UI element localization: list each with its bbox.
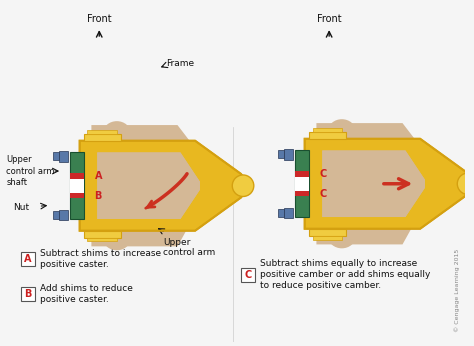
Text: A: A: [94, 171, 102, 181]
Text: Subtract shims to increase
positive caster.: Subtract shims to increase positive cast…: [39, 249, 161, 269]
Polygon shape: [322, 151, 425, 217]
Bar: [284, 208, 293, 218]
Text: Nut: Nut: [13, 203, 29, 212]
FancyBboxPatch shape: [21, 288, 35, 301]
Text: Add shims to reduce
positive caster.: Add shims to reduce positive caster.: [39, 284, 132, 304]
Polygon shape: [305, 139, 474, 229]
Bar: [83, 231, 121, 238]
Bar: [83, 134, 121, 141]
Text: Upper
control arm
shaft: Upper control arm shaft: [6, 155, 55, 186]
Bar: [70, 179, 83, 193]
FancyBboxPatch shape: [21, 252, 35, 266]
Bar: [295, 151, 309, 217]
Text: B: B: [94, 191, 102, 200]
Bar: [70, 173, 83, 179]
Bar: [88, 130, 117, 134]
Bar: [295, 191, 309, 197]
Circle shape: [232, 175, 254, 197]
Text: C: C: [319, 189, 327, 199]
Bar: [295, 171, 309, 177]
Text: Front: Front: [317, 13, 341, 24]
Bar: [278, 151, 284, 158]
FancyBboxPatch shape: [241, 268, 255, 282]
Text: © Cengage Learning 2015: © Cengage Learning 2015: [455, 249, 460, 333]
Text: C: C: [319, 169, 327, 179]
Polygon shape: [97, 153, 200, 219]
Bar: [312, 236, 342, 239]
Bar: [59, 210, 68, 220]
Bar: [295, 177, 309, 191]
Bar: [309, 132, 346, 139]
Polygon shape: [97, 153, 200, 219]
Polygon shape: [80, 141, 249, 231]
Bar: [53, 211, 59, 219]
Text: Subtract shims equally to increase
positive camber or add shims equally
to reduc: Subtract shims equally to increase posit…: [260, 259, 430, 290]
Text: Frame: Frame: [166, 59, 194, 68]
Bar: [312, 128, 342, 132]
Text: B: B: [24, 289, 31, 299]
Ellipse shape: [328, 225, 356, 248]
Ellipse shape: [103, 227, 130, 250]
Text: A: A: [24, 254, 32, 264]
Bar: [53, 153, 59, 160]
Bar: [70, 153, 83, 219]
Ellipse shape: [103, 121, 130, 145]
Circle shape: [457, 173, 474, 194]
Bar: [278, 209, 284, 217]
Ellipse shape: [328, 119, 356, 143]
Text: Upper
control arm: Upper control arm: [163, 238, 215, 257]
Polygon shape: [317, 123, 442, 244]
Bar: [59, 151, 68, 162]
Bar: [88, 238, 117, 242]
Bar: [309, 229, 346, 236]
Text: Front: Front: [87, 13, 111, 24]
Bar: [284, 149, 293, 160]
Bar: [70, 193, 83, 199]
Polygon shape: [91, 125, 217, 246]
Polygon shape: [322, 151, 425, 217]
Text: C: C: [244, 270, 252, 280]
